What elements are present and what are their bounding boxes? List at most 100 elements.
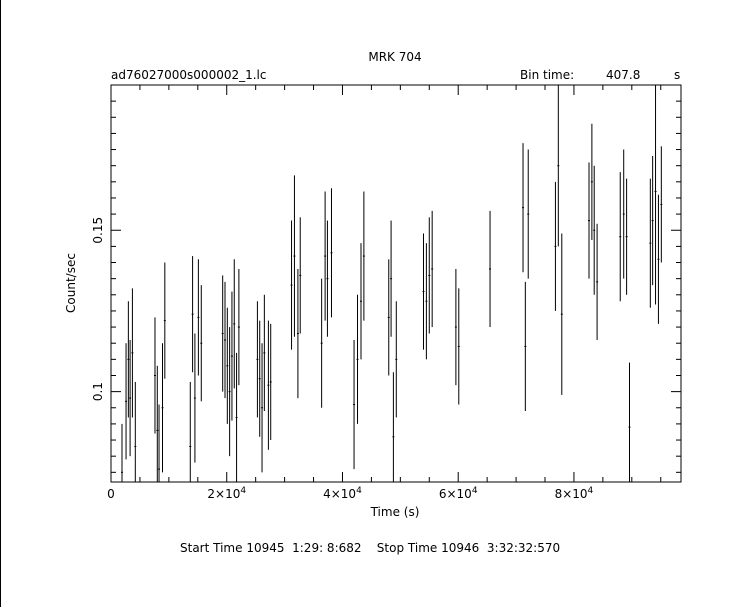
data-point	[224, 281, 226, 399]
data-point	[230, 291, 233, 421]
data-point	[163, 262, 166, 379]
data-point	[649, 178, 652, 308]
data-point	[290, 220, 293, 350]
x-tick-label: 0	[107, 487, 115, 501]
data-point	[296, 268, 299, 399]
data-point	[657, 194, 660, 324]
data-point	[269, 323, 272, 441]
data-point	[387, 259, 390, 376]
data-point	[454, 268, 457, 386]
data-point	[554, 181, 557, 311]
data-point	[191, 256, 194, 373]
y-tick-labels: 0.1 0.15	[91, 217, 105, 401]
data-point	[422, 233, 425, 350]
data-point	[590, 123, 593, 240]
data-point	[457, 288, 460, 405]
data-point	[267, 320, 270, 450]
x-tick-label: 2×104	[207, 486, 246, 501]
data-point	[392, 372, 395, 482]
data-point	[221, 275, 224, 392]
axis-ticks	[110, 84, 681, 482]
x-axis-label: Time (s)	[370, 505, 420, 519]
data-point	[593, 165, 596, 295]
data-point	[158, 404, 161, 482]
data-point	[359, 243, 362, 360]
x-tick-label: 8×104	[555, 486, 594, 501]
window-edge	[0, 0, 1, 607]
data-point	[587, 162, 590, 279]
data-point	[263, 294, 266, 411]
data-point	[131, 288, 134, 418]
data-point	[134, 381, 137, 482]
data-point	[258, 320, 261, 437]
data-point	[625, 178, 628, 295]
data-point	[356, 294, 359, 424]
data-point	[560, 233, 563, 395]
data-point	[320, 278, 323, 408]
data-point	[660, 146, 663, 263]
data-point	[428, 217, 431, 334]
data-point	[189, 381, 192, 482]
data-point	[353, 339, 356, 470]
start-time-value: 10945 1:29: 8:682	[246, 541, 362, 555]
x-tick-label-exponent: 4	[588, 486, 594, 496]
data-point	[226, 307, 229, 424]
data-point	[193, 333, 196, 463]
x-tick-label-exponent: 4	[472, 486, 478, 496]
data-point	[299, 217, 302, 334]
start-time-label: Start Time	[180, 541, 243, 555]
data-point	[431, 210, 434, 328]
stop-time-value: 10946 3:32:32:570	[441, 541, 561, 555]
data-point	[557, 85, 560, 247]
bin-time-unit: s	[674, 68, 680, 82]
data-point	[362, 191, 365, 321]
bin-time-label: Bin time:	[520, 68, 574, 82]
data-point	[200, 285, 203, 402]
data-point	[628, 362, 631, 482]
data-point	[651, 156, 654, 286]
data-point	[489, 210, 492, 328]
data-point	[127, 301, 130, 418]
x-tick-label-exponent: 4	[356, 486, 362, 496]
data-point	[330, 188, 333, 318]
plot-frame	[110, 84, 682, 483]
data-points	[120, 85, 663, 482]
data-point	[161, 343, 164, 473]
data-point	[425, 243, 428, 360]
y-axis-label: Count/sec	[64, 253, 78, 313]
data-point	[654, 85, 657, 305]
time-range-footer: Start Time 10945 1:29: 8:682 Stop Time 1…	[180, 541, 560, 555]
data-point	[237, 268, 240, 386]
data-point	[527, 149, 530, 279]
data-point	[256, 301, 259, 418]
bin-time-value: 407.8	[606, 68, 640, 82]
x-tick-labels: 0 2×104 4×104 6×104 8×104	[107, 486, 593, 501]
x-tick-label-exponent: 4	[240, 486, 246, 496]
data-point	[153, 317, 156, 434]
data-point	[326, 220, 329, 337]
data-point	[522, 143, 525, 273]
data-point	[390, 220, 393, 337]
y-tick-label: 0.15	[91, 217, 105, 244]
chart-title: MRK 704	[368, 50, 421, 64]
data-point	[233, 259, 236, 389]
x-tick-label: 4×104	[323, 486, 362, 501]
data-point	[622, 149, 625, 279]
data-point	[156, 365, 159, 482]
data-point	[619, 172, 622, 302]
data-point	[125, 343, 128, 460]
data-point	[324, 191, 327, 321]
x-tick-label: 6×104	[439, 486, 478, 501]
data-point	[293, 175, 296, 337]
data-point	[524, 281, 527, 411]
data-point	[228, 327, 231, 457]
data-point	[261, 343, 264, 473]
data-point	[197, 259, 200, 376]
data-point	[395, 301, 398, 418]
stop-time-label: Stop Time	[376, 541, 438, 555]
data-point	[235, 352, 238, 482]
file-label: ad76027000s000002_1.lc	[111, 68, 267, 82]
y-tick-label: 0.1	[91, 382, 105, 401]
data-point	[120, 423, 123, 482]
